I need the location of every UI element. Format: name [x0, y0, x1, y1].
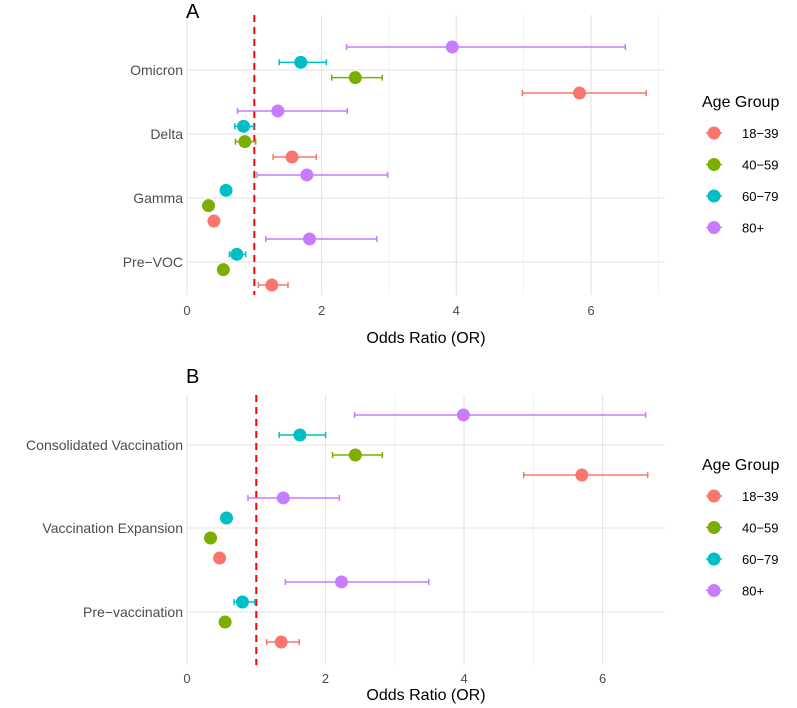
data-point — [202, 199, 216, 213]
data-point — [238, 135, 252, 149]
data-point — [237, 119, 251, 133]
legend-label: 60−79 — [742, 552, 779, 567]
data-point — [294, 55, 308, 69]
data-point — [445, 40, 459, 54]
data-point — [218, 615, 232, 629]
data-point — [271, 104, 285, 118]
x-tick-label: 6 — [587, 303, 594, 318]
legend-label: 60−79 — [742, 189, 779, 204]
data-point — [572, 86, 586, 100]
data-point — [235, 595, 249, 609]
legend: Age Group 18−39 40−59 60−79 80+ — [702, 94, 779, 236]
data-point — [285, 150, 299, 164]
panel-label: B — [186, 366, 199, 388]
data-point — [230, 247, 244, 261]
data-point — [219, 511, 233, 525]
legend-label: 40−59 — [742, 521, 779, 536]
data-point — [219, 183, 233, 197]
x-tick-label: 4 — [453, 303, 460, 318]
legend-label: 80+ — [742, 584, 764, 599]
x-tick-label: 2 — [322, 671, 329, 686]
data-point — [334, 575, 348, 589]
panel-b: Consolidated Vaccination Vaccination Expa… — [26, 366, 779, 704]
x-tick-label: 4 — [460, 671, 467, 686]
category-label: Delta — [150, 126, 183, 142]
data-point — [300, 168, 314, 182]
x-tick-label: 0 — [183, 303, 190, 318]
legend-label: 18−39 — [742, 126, 779, 141]
x-tick-label: 6 — [599, 671, 606, 686]
data-point — [575, 468, 589, 482]
x-tick-label: 2 — [318, 303, 325, 318]
data-point — [216, 263, 230, 277]
data-point — [303, 232, 317, 246]
panel-label: A — [186, 1, 200, 23]
category-label: Consolidated Vaccination — [26, 437, 183, 453]
data-point — [265, 278, 279, 292]
data-point — [207, 214, 221, 228]
data-point — [274, 635, 288, 649]
legend-title: Age Group — [702, 457, 779, 474]
data-point — [456, 408, 470, 422]
legend-title: Age Group — [702, 94, 779, 111]
category-label: Pre−VOC — [123, 254, 183, 270]
data-point — [213, 551, 227, 565]
data-point — [276, 491, 290, 505]
x-tick-label: 0 — [183, 671, 190, 686]
x-axis-title: Odds Ratio (OR) — [366, 687, 485, 704]
data-point — [348, 448, 362, 462]
x-axis-title: Odds Ratio (OR) — [366, 330, 485, 347]
data-point — [293, 428, 307, 442]
category-label: Pre−vaccination — [83, 604, 183, 620]
legend-label: 80+ — [742, 221, 764, 236]
legend: Age Group 18−39 40−59 60−79 80+ — [702, 457, 779, 599]
data-point — [204, 531, 218, 545]
category-label: Vaccination Expansion — [42, 520, 183, 536]
panel-a: Omicron Delta Gamma Pre−VOC 0 2 4 6 Odds Ratio (… — [123, 1, 780, 347]
category-label: Omicron — [130, 62, 183, 78]
legend-label: 18−39 — [742, 489, 779, 504]
category-label: Gamma — [133, 190, 183, 206]
data-point — [348, 71, 362, 85]
legend-label: 40−59 — [742, 158, 779, 173]
